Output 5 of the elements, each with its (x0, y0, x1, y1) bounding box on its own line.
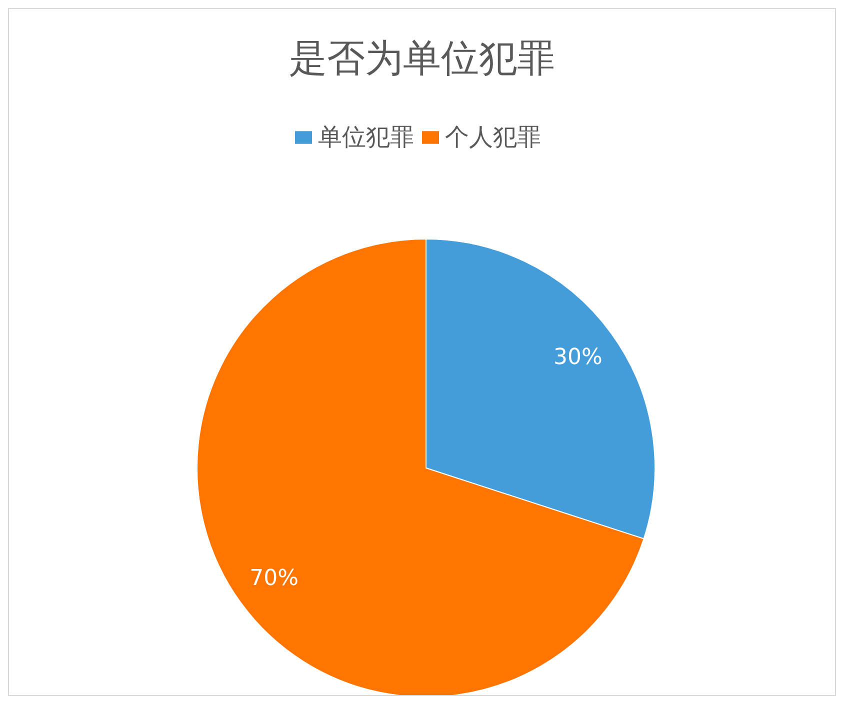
legend-label: 个人犯罪 (445, 123, 541, 151)
chart-title: 是否为单位犯罪 (288, 35, 556, 81)
data-label: 70% (250, 566, 299, 591)
legend-label: 单位犯罪 (318, 123, 414, 151)
data-label: 30% (553, 345, 602, 370)
